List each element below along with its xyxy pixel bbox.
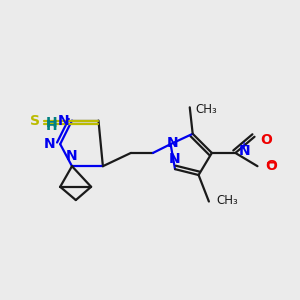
Text: −: − [266, 157, 277, 170]
Text: N: N [166, 136, 178, 150]
Text: N: N [44, 137, 56, 151]
Text: O: O [260, 133, 272, 147]
Text: N: N [57, 114, 69, 128]
Text: N: N [239, 145, 250, 158]
Text: N: N [66, 149, 78, 163]
Text: H: H [46, 116, 58, 130]
Text: +: + [240, 141, 248, 151]
Text: CH₃: CH₃ [196, 103, 217, 116]
Text: O: O [265, 159, 277, 173]
Text: CH₃: CH₃ [216, 194, 238, 207]
Text: H: H [46, 119, 57, 134]
Text: S: S [30, 114, 40, 128]
Text: N: N [169, 152, 181, 166]
